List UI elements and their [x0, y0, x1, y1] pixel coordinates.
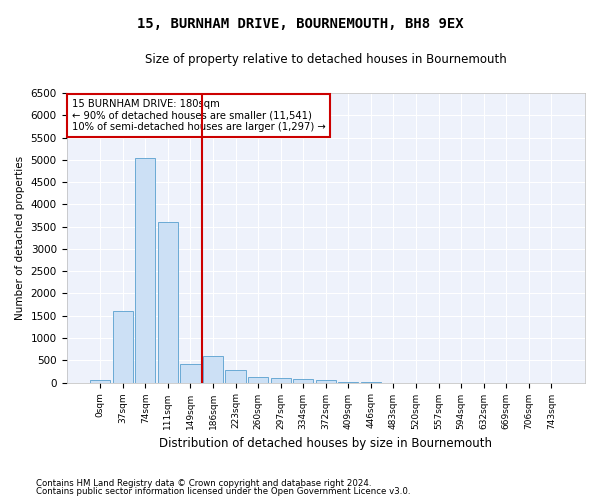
Text: Contains HM Land Registry data © Crown copyright and database right 2024.: Contains HM Land Registry data © Crown c…	[36, 478, 371, 488]
Bar	[181, 364, 200, 382]
Y-axis label: Number of detached properties: Number of detached properties	[15, 156, 25, 320]
Title: Size of property relative to detached houses in Bournemouth: Size of property relative to detached ho…	[145, 52, 506, 66]
Bar	[203, 356, 223, 382]
Bar	[90, 380, 110, 382]
Bar	[271, 378, 291, 382]
Text: Contains public sector information licensed under the Open Government Licence v3: Contains public sector information licen…	[36, 487, 410, 496]
Bar	[248, 377, 268, 382]
Bar	[316, 380, 336, 382]
Bar	[226, 370, 246, 382]
X-axis label: Distribution of detached houses by size in Bournemouth: Distribution of detached houses by size …	[159, 437, 492, 450]
Bar	[293, 379, 313, 382]
Bar	[113, 312, 133, 382]
Text: 15 BURNHAM DRIVE: 180sqm
← 90% of detached houses are smaller (11,541)
10% of se: 15 BURNHAM DRIVE: 180sqm ← 90% of detach…	[72, 99, 325, 132]
Text: 15, BURNHAM DRIVE, BOURNEMOUTH, BH8 9EX: 15, BURNHAM DRIVE, BOURNEMOUTH, BH8 9EX	[137, 18, 463, 32]
Bar	[158, 222, 178, 382]
Bar	[135, 158, 155, 382]
